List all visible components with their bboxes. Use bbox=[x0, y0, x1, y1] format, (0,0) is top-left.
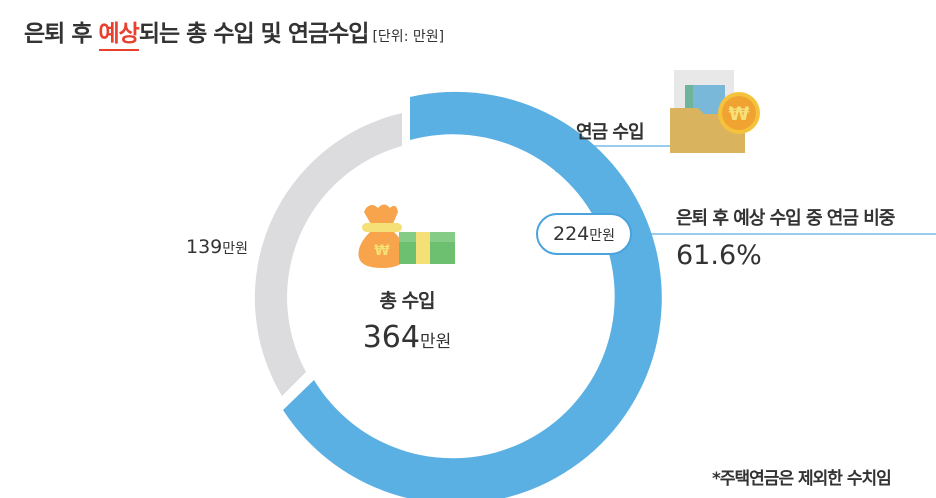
unit-label: [단위: 만원] bbox=[372, 29, 445, 45]
other-income-value: 139만원 bbox=[186, 236, 248, 258]
pension-number: 224 bbox=[552, 223, 590, 245]
pension-unit: 만원 bbox=[589, 228, 616, 244]
other-income-segment bbox=[254, 113, 402, 396]
chart-title: 은퇴 후 예상되는 총 수입 및 연금수입 [단위: 만원] bbox=[24, 14, 444, 48]
footnote: *주택연금은 제외한 수치임 bbox=[712, 469, 892, 489]
svg-text:₩: ₩ bbox=[729, 103, 750, 125]
pension-label: 연금 수입 bbox=[576, 122, 645, 143]
other-income-unit: 만원 bbox=[222, 241, 249, 257]
money-bag-icon: ₩ bbox=[358, 204, 406, 268]
other-income-number: 139 bbox=[186, 236, 223, 258]
cash-bundle-icon bbox=[399, 232, 455, 264]
total-number: 364 bbox=[362, 320, 420, 355]
title-highlight: 예상 bbox=[98, 21, 140, 47]
total-unit: 만원 bbox=[419, 332, 452, 352]
total-income-value: 364만원 bbox=[352, 320, 462, 355]
pension-leader-line bbox=[555, 145, 672, 173]
title-text: 은퇴 후 bbox=[24, 21, 99, 47]
folder-won-icon: ₩ bbox=[670, 70, 760, 153]
total-income-label: 총 수입 bbox=[379, 290, 435, 312]
pension-value-badge: 224만원 bbox=[536, 213, 632, 255]
title-text-2: 되는 총 수입 및 연금수입 bbox=[138, 21, 370, 47]
pension-share-title: 은퇴 후 예상 수입 중 연금 비중 bbox=[676, 208, 895, 229]
pension-share-value: 61.6% bbox=[676, 240, 762, 271]
svg-text:₩: ₩ bbox=[374, 243, 390, 259]
